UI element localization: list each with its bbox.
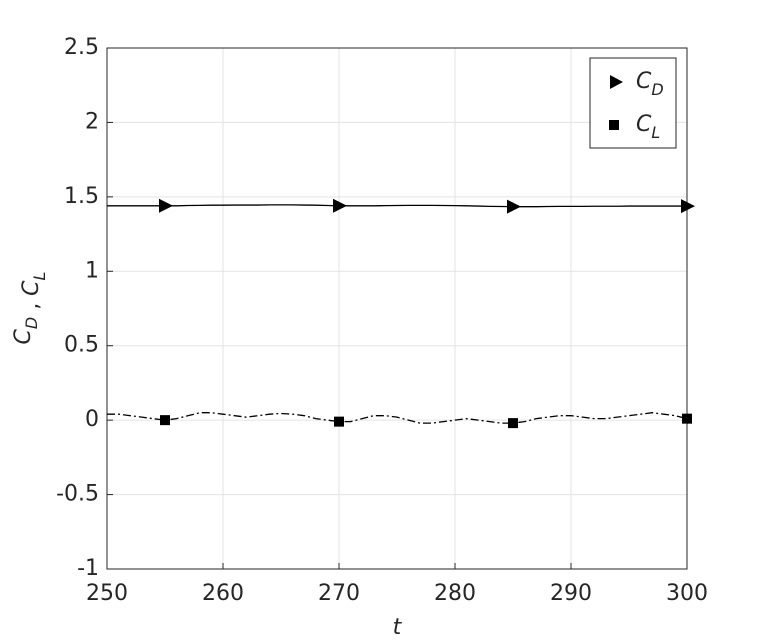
- data-marker: [160, 415, 170, 426]
- x-tick-label: 270: [318, 581, 360, 606]
- y-label-part: ,: [19, 296, 44, 317]
- x-tick-label: 290: [550, 581, 592, 606]
- data-marker: [159, 198, 173, 213]
- x-tick-label: 300: [666, 581, 708, 606]
- legend-box: [589, 57, 677, 149]
- data-marker: [333, 198, 347, 213]
- y-tick-label: 1.5: [64, 184, 99, 209]
- legend-marker: [609, 120, 619, 130]
- data-marker: [682, 413, 692, 424]
- x-axis-label: t: [393, 615, 403, 640]
- data-marker: [508, 418, 518, 429]
- y-axis-label: CD , CL: [11, 272, 49, 345]
- legend-label: CL: [636, 112, 660, 142]
- x-tick-label: 250: [86, 581, 128, 606]
- data-marker: [334, 416, 344, 427]
- legend-label: CD: [636, 69, 664, 99]
- y-tick-label: -1: [77, 556, 99, 581]
- y-tick-label: 2: [85, 109, 99, 134]
- x-tick-label: 280: [434, 581, 476, 606]
- legend-marker: [610, 75, 623, 89]
- y-label-part: CL: [19, 272, 49, 296]
- y-tick-label: -0.5: [56, 482, 99, 507]
- series-line: [107, 204, 687, 208]
- y-tick-label: 0: [85, 407, 99, 432]
- y-tick-label: 1: [85, 258, 99, 283]
- y-tick-label: 2.5: [64, 35, 99, 60]
- y-tick-label: 0.5: [64, 333, 99, 358]
- x-tick-label: 260: [202, 581, 244, 606]
- series-line: [107, 412, 688, 424]
- data-marker: [681, 199, 695, 214]
- data-marker: [507, 199, 521, 214]
- plot-frame: [106, 47, 688, 570]
- y-label-part: CD: [11, 317, 41, 345]
